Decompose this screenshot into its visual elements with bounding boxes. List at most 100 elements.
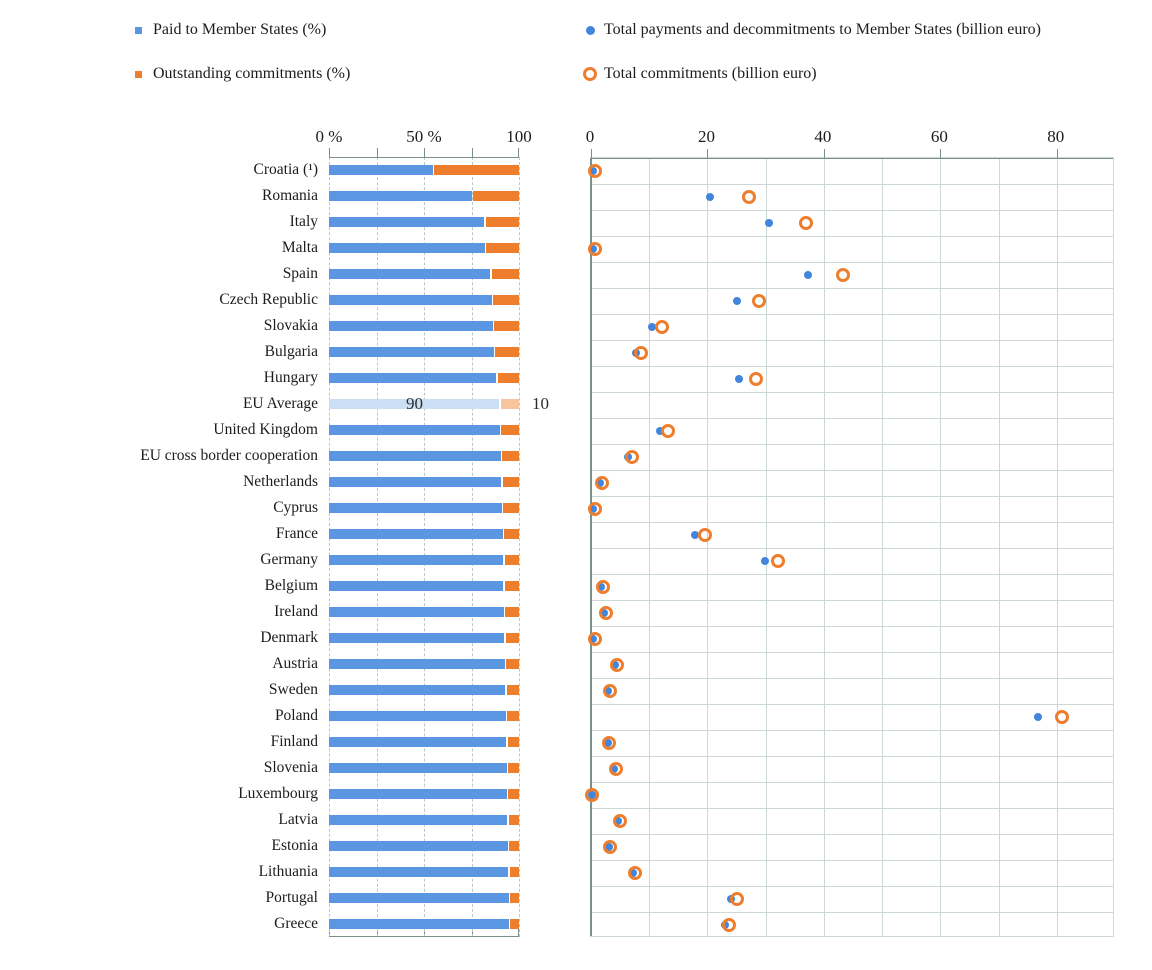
payments-dot (1033, 713, 1042, 721)
commitments-ring (660, 423, 675, 438)
horizontal-gridline (591, 418, 1113, 419)
bar-row (329, 373, 519, 383)
paid-bar-segment (329, 425, 500, 435)
horizontal-gridline (591, 444, 1113, 445)
vertical-gridline (998, 158, 1000, 936)
commitments-ring (599, 605, 614, 620)
row-label: Estonia (271, 837, 319, 854)
axis-tick (1056, 149, 1058, 159)
commitments-ring (602, 735, 617, 750)
paid-bar-segment (329, 529, 503, 539)
dashed-gridline (424, 157, 425, 937)
row-label: Netherlands (243, 473, 318, 490)
row-label: Slovenia (263, 759, 318, 776)
outstanding-bar-segment (473, 191, 519, 201)
outstanding-bar-segment (503, 503, 519, 513)
outstanding-bar-segment (509, 867, 519, 877)
row-label: Luxembourg (238, 785, 318, 802)
left-axis-tick-label: 0 % (315, 127, 343, 146)
vertical-gridline (707, 158, 709, 936)
vertical-gridline (940, 158, 942, 936)
horizontal-gridline (591, 262, 1113, 263)
bar-row (329, 217, 519, 227)
outstanding-bar-segment (493, 295, 519, 305)
outstanding-bar-segment (509, 841, 519, 851)
legend-label-outstanding: Outstanding commitments (%) (153, 65, 351, 82)
commitments-ring (609, 761, 624, 776)
horizontal-gridline (591, 652, 1113, 653)
commitments-ring (749, 371, 764, 386)
row-label: EU Average (242, 395, 318, 412)
outstanding-bar-segment (504, 581, 519, 591)
legend-item-paid: Paid to Member States (%) (134, 20, 326, 40)
row-label: Lithuania (258, 863, 318, 880)
dashed-gridline (519, 157, 520, 937)
axis-tick (424, 148, 425, 158)
row-label: Latvia (278, 811, 318, 828)
horizontal-gridline (591, 678, 1113, 679)
horizontal-gridline (591, 756, 1113, 757)
legend-item-commitments: Total commitments (billion euro) (582, 64, 817, 84)
dashed-gridline (376, 157, 378, 937)
row-label: France (275, 525, 318, 542)
payments-dot (691, 531, 700, 539)
outstanding-bar-segment (501, 425, 519, 435)
outstanding-bar-segment (508, 815, 519, 825)
outstanding-bar-segment (500, 399, 519, 409)
commitments-ring (741, 189, 756, 204)
right-axis-tick-label: 20 (697, 127, 715, 146)
legend-label-paid: Paid to Member States (%) (153, 21, 327, 38)
horizontal-gridline (591, 314, 1113, 315)
row-label: Denmark (260, 629, 318, 646)
row-label: Sweden (268, 681, 318, 698)
left-axis-tick-label: 50 % (406, 127, 442, 146)
outstanding-bar-segment (485, 217, 519, 227)
payments-dot (732, 297, 741, 305)
bar-row (329, 841, 519, 851)
paid-bar-segment (329, 217, 485, 227)
row-label: Hungary (263, 369, 318, 386)
commitments-ring (588, 163, 603, 178)
payments-dot (764, 219, 773, 227)
left-plot-bottom-axis (329, 936, 519, 937)
commitments-ring (698, 527, 713, 542)
outstanding-square-icon (134, 70, 143, 78)
commitments-ring (588, 241, 603, 256)
paid-bar-segment (329, 191, 472, 201)
bar-row (329, 581, 519, 591)
vertical-gridline (1056, 158, 1058, 936)
paid-bar-segment (329, 633, 505, 643)
paid-square-icon (134, 26, 143, 34)
horizontal-gridline (591, 704, 1113, 705)
axis-tick (518, 929, 519, 937)
left-plot-top-axis (329, 148, 519, 158)
vertical-gridline (823, 158, 825, 936)
outstanding-bar-segment (491, 269, 519, 279)
horizontal-gridline (591, 392, 1113, 393)
bar-row (329, 685, 519, 695)
row-label: Malta (281, 239, 318, 256)
paid-bar-segment (329, 581, 504, 591)
paid-bar-segment (329, 893, 509, 903)
horizontal-gridline (591, 366, 1113, 367)
paid-bar-segment (329, 373, 497, 383)
paid-bar-segment (329, 919, 509, 929)
bar-row (329, 243, 519, 253)
paid-bar-segment (329, 607, 504, 617)
outstanding-bar-segment (486, 243, 519, 253)
horizontal-gridline (591, 496, 1113, 497)
eu-average-outstanding-value: 10 (532, 394, 549, 413)
commitments-ring (587, 501, 602, 516)
commitments-ring (594, 475, 609, 490)
right-axis-tick-label: 60 (930, 127, 948, 146)
outstanding-bar-segment (508, 789, 519, 799)
outstanding-bar-segment (494, 321, 519, 331)
outstanding-bar-segment (502, 451, 519, 461)
commitments-ring (628, 865, 643, 880)
outstanding-bar-segment (506, 659, 519, 669)
right-plot-top-axis (591, 149, 1113, 159)
paid-bar-segment (329, 841, 508, 851)
horizontal-gridline (591, 600, 1113, 601)
paid-bar-segment (329, 451, 501, 461)
bar-row (329, 477, 519, 487)
